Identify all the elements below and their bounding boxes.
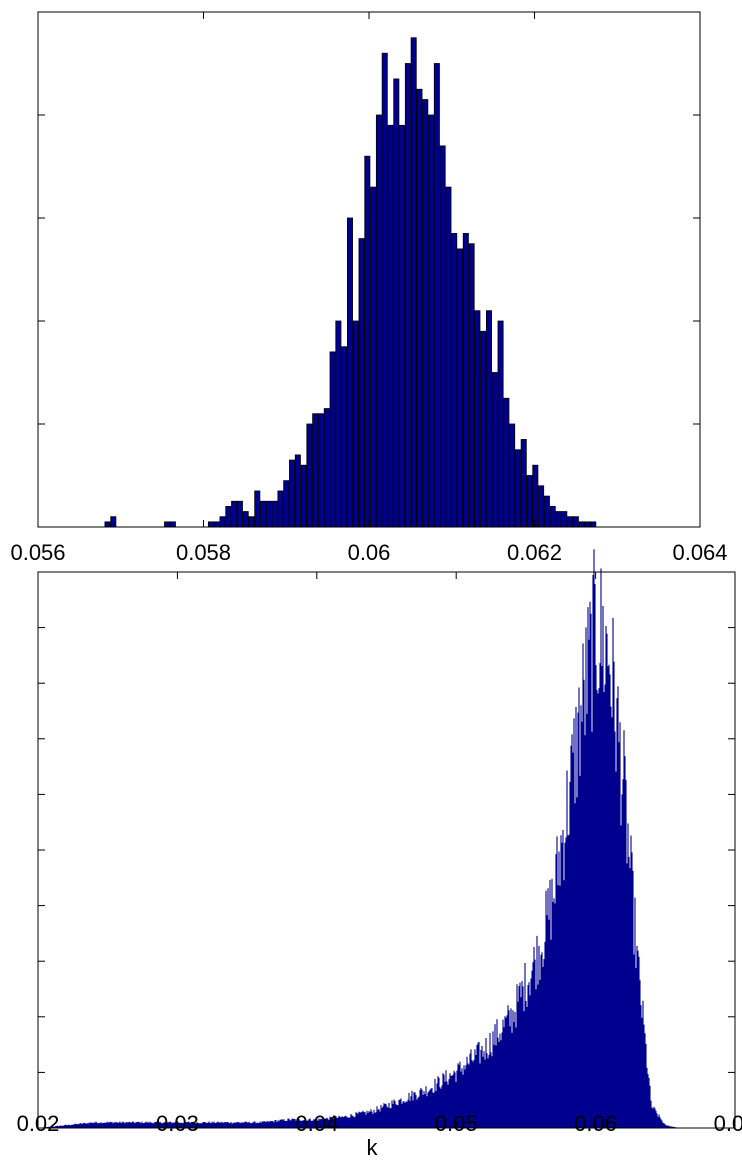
histogram-bar xyxy=(457,248,464,528)
histogram-bar xyxy=(567,516,574,528)
histogram-bar xyxy=(300,464,307,528)
x-tick-label: 0.058 xyxy=(176,540,231,565)
histogram-bar xyxy=(503,397,510,528)
histogram-bar xyxy=(416,88,423,528)
histogram-bar xyxy=(265,500,272,528)
histogram-bar xyxy=(451,233,458,528)
histogram-bar xyxy=(104,521,111,528)
histogram-bar xyxy=(387,124,394,528)
top-x-tick-labels: 0.056 0.058 0.06 0.062 0.064 xyxy=(10,540,727,565)
histogram-bar xyxy=(468,243,475,528)
histogram-bar xyxy=(555,511,562,528)
histogram-bar xyxy=(526,475,533,528)
histogram-bar xyxy=(428,114,435,528)
histogram-bar xyxy=(335,320,342,528)
histogram-bar xyxy=(445,186,452,528)
histogram-bar xyxy=(358,238,365,528)
histogram-bar xyxy=(381,52,388,528)
histogram-bar xyxy=(572,516,579,528)
histogram-bar xyxy=(491,372,498,528)
bottom-histogram: 0.02 0.03 0.04 0.05 0.06 0.07 k xyxy=(17,549,742,1160)
histogram-bar xyxy=(543,495,550,528)
histogram-bar xyxy=(110,516,117,528)
histogram-bar xyxy=(236,500,243,528)
histogram-bar xyxy=(225,505,232,528)
histogram-bar xyxy=(399,124,406,528)
histogram-bar xyxy=(578,521,585,528)
histogram-bar xyxy=(462,233,469,528)
histogram-bar xyxy=(520,439,527,528)
histogram-bar xyxy=(164,521,171,528)
histogram-bar xyxy=(207,521,214,528)
histogram-bar xyxy=(590,521,597,528)
histogram-bar xyxy=(283,480,290,528)
x-tick-label: 0.05 xyxy=(435,1111,478,1136)
histogram-bar xyxy=(341,346,348,528)
histogram-bar xyxy=(312,413,319,528)
histogram-bar xyxy=(254,490,261,528)
top-axes-frame xyxy=(37,11,701,528)
x-tick-label: 0.056 xyxy=(10,540,65,565)
x-tick-label: 0.07 xyxy=(714,1111,742,1136)
histogram-bar xyxy=(422,99,429,528)
histogram-bar xyxy=(439,145,446,528)
histogram-bar xyxy=(277,490,284,528)
histogram-bar xyxy=(375,114,382,528)
bottom-x-tick-labels: 0.02 0.03 0.04 0.05 0.06 0.07 xyxy=(17,1111,742,1136)
histogram-bar xyxy=(352,320,359,528)
histogram-bar xyxy=(242,511,249,528)
histogram-bar xyxy=(219,516,226,528)
bottom-x-axis-label: k xyxy=(367,1135,379,1160)
histogram-bar xyxy=(329,351,336,528)
x-tick-label: 0.06 xyxy=(348,540,391,565)
x-tick-label: 0.03 xyxy=(156,1111,199,1136)
histogram-bar xyxy=(584,521,591,528)
histogram-bar xyxy=(248,516,255,528)
histogram-bar xyxy=(323,408,330,528)
histogram-bar xyxy=(271,500,278,528)
histogram-bar xyxy=(480,330,487,528)
histogram-bar xyxy=(260,500,267,528)
histogram-bar xyxy=(474,310,481,528)
histogram-bar xyxy=(509,423,516,528)
histogram-bar xyxy=(549,505,556,528)
histogram-bar xyxy=(289,459,296,528)
top-histogram: 0.056 0.058 0.06 0.062 0.064 xyxy=(10,11,728,565)
x-tick-label: 0.06 xyxy=(574,1111,617,1136)
histogram-bar xyxy=(404,63,411,528)
histogram-bar xyxy=(318,413,324,528)
histogram-bar xyxy=(514,449,521,528)
histogram-bar xyxy=(294,454,301,528)
bottom-axes-frame xyxy=(37,571,736,1129)
histogram-bar xyxy=(561,511,568,528)
histogram-bar xyxy=(370,186,377,528)
histogram-bar xyxy=(410,37,417,528)
x-tick-label: 0.04 xyxy=(295,1111,338,1136)
x-tick-label: 0.02 xyxy=(17,1111,60,1136)
histogram-bar xyxy=(169,521,176,528)
histogram-bar xyxy=(346,217,353,528)
x-tick-label: 0.064 xyxy=(672,540,727,565)
histogram-bar xyxy=(486,310,492,528)
histogram-bar xyxy=(532,464,539,528)
histogram-bar xyxy=(364,155,371,528)
histogram-bar xyxy=(433,63,440,528)
x-tick-label: 0.062 xyxy=(507,540,562,565)
histogram-bar xyxy=(393,78,400,528)
histogram-bar xyxy=(306,423,313,528)
histogram-bar xyxy=(213,521,220,528)
histogram-bar xyxy=(538,485,545,528)
histogram-bar xyxy=(497,320,504,528)
histogram-bar xyxy=(231,500,238,528)
